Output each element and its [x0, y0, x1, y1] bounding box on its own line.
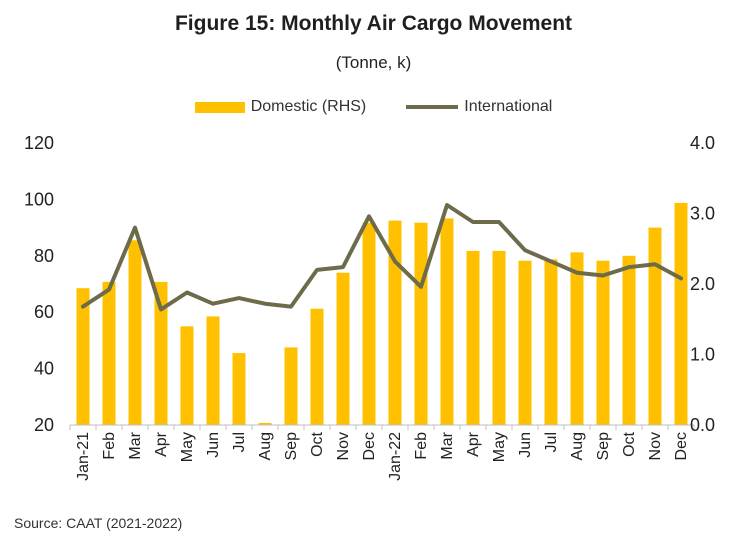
bar-domestic [206, 316, 220, 425]
bar-domestic [648, 227, 662, 425]
bar-domestic [258, 422, 272, 425]
bar-domestic [284, 347, 298, 425]
legend-swatch-international [406, 105, 459, 109]
x-tick-label: Mar [439, 431, 456, 459]
bar-domestic [674, 202, 688, 425]
x-tick-label: Jan-21 [75, 432, 92, 481]
bar-domestic [310, 308, 324, 425]
x-tick-label: Nov [647, 432, 664, 460]
chart-source: Source: CAAT (2021-2022) [14, 515, 183, 531]
bar-domestic [570, 252, 584, 425]
x-tick-label: Jul [231, 432, 248, 452]
bar-domestic [128, 240, 142, 425]
chart-subtitle: (Tonne, k) [335, 53, 412, 72]
bar-domestic [596, 260, 610, 425]
y-left-tick-label: 20 [34, 415, 54, 435]
x-tick-label: Oct [621, 431, 638, 456]
bar-domestic [154, 281, 168, 425]
x-tick-label: Feb [413, 432, 430, 460]
x-tick-label: Aug [569, 432, 586, 460]
bar-domestic [388, 220, 402, 425]
x-tick-label: Jun [517, 432, 534, 458]
bar-domestic [232, 353, 246, 425]
bar-domestic [492, 250, 506, 425]
y-right-tick-label: 0.0 [690, 415, 715, 435]
bar-domestic [102, 281, 116, 425]
y-right-tick-label: 1.0 [690, 345, 715, 365]
chart-legend: Domestic (RHS) International [0, 98, 747, 116]
x-tick-label: Feb [101, 432, 118, 460]
x-tick-label: Oct [309, 431, 326, 456]
x-tick-label: May [491, 432, 508, 462]
x-tick-label: Jan-22 [387, 432, 404, 481]
x-tick-label: Sep [283, 432, 300, 461]
bar-domestic [544, 259, 558, 425]
x-tick-label: Dec [361, 432, 378, 460]
bar-domestic [180, 326, 194, 425]
y-left-tick-label: 80 [34, 246, 54, 266]
x-tick-label: Jun [205, 432, 222, 458]
bar-domestic [76, 288, 90, 425]
x-tick-label: Jul [543, 432, 560, 452]
x-tick-label: Dec [673, 432, 690, 460]
bar-domestic [518, 260, 532, 425]
line-international [81, 203, 683, 312]
y-left-tick-label: 60 [34, 302, 54, 322]
bar-domestic [440, 218, 454, 425]
bar-domestic [362, 222, 376, 425]
x-tick-label: Apr [153, 431, 170, 457]
y-left-tick-label: 120 [24, 133, 54, 153]
x-tick-label: May [179, 432, 196, 462]
legend-swatch-domestic [194, 101, 245, 113]
bar-domestic [336, 272, 350, 425]
y-left-tick-label: 40 [34, 359, 54, 379]
y-right-tick-label: 4.0 [690, 133, 715, 153]
chart-title: Figure 15: Monthly Air Cargo Movement [174, 12, 573, 35]
bar-domestic [414, 222, 428, 425]
x-tick-label: Mar [127, 431, 144, 459]
legend-item-domestic: Domestic (RHS) [194, 98, 367, 116]
bar-domestic [466, 250, 480, 425]
x-tick-label: Nov [335, 432, 352, 460]
x-tick-label: Apr [465, 431, 482, 457]
legend-label-domestic: Domestic (RHS) [250, 98, 367, 115]
y-right-tick-label: 3.0 [690, 204, 715, 224]
y-right-tick-label: 2.0 [690, 274, 715, 294]
legend-label-international: International [464, 98, 553, 115]
legend-item-international: International [406, 98, 552, 116]
y-left-tick-label: 100 [24, 189, 54, 209]
x-tick-label: Aug [257, 432, 274, 460]
bar-domestic [622, 255, 636, 425]
x-tick-label: Sep [595, 432, 612, 461]
